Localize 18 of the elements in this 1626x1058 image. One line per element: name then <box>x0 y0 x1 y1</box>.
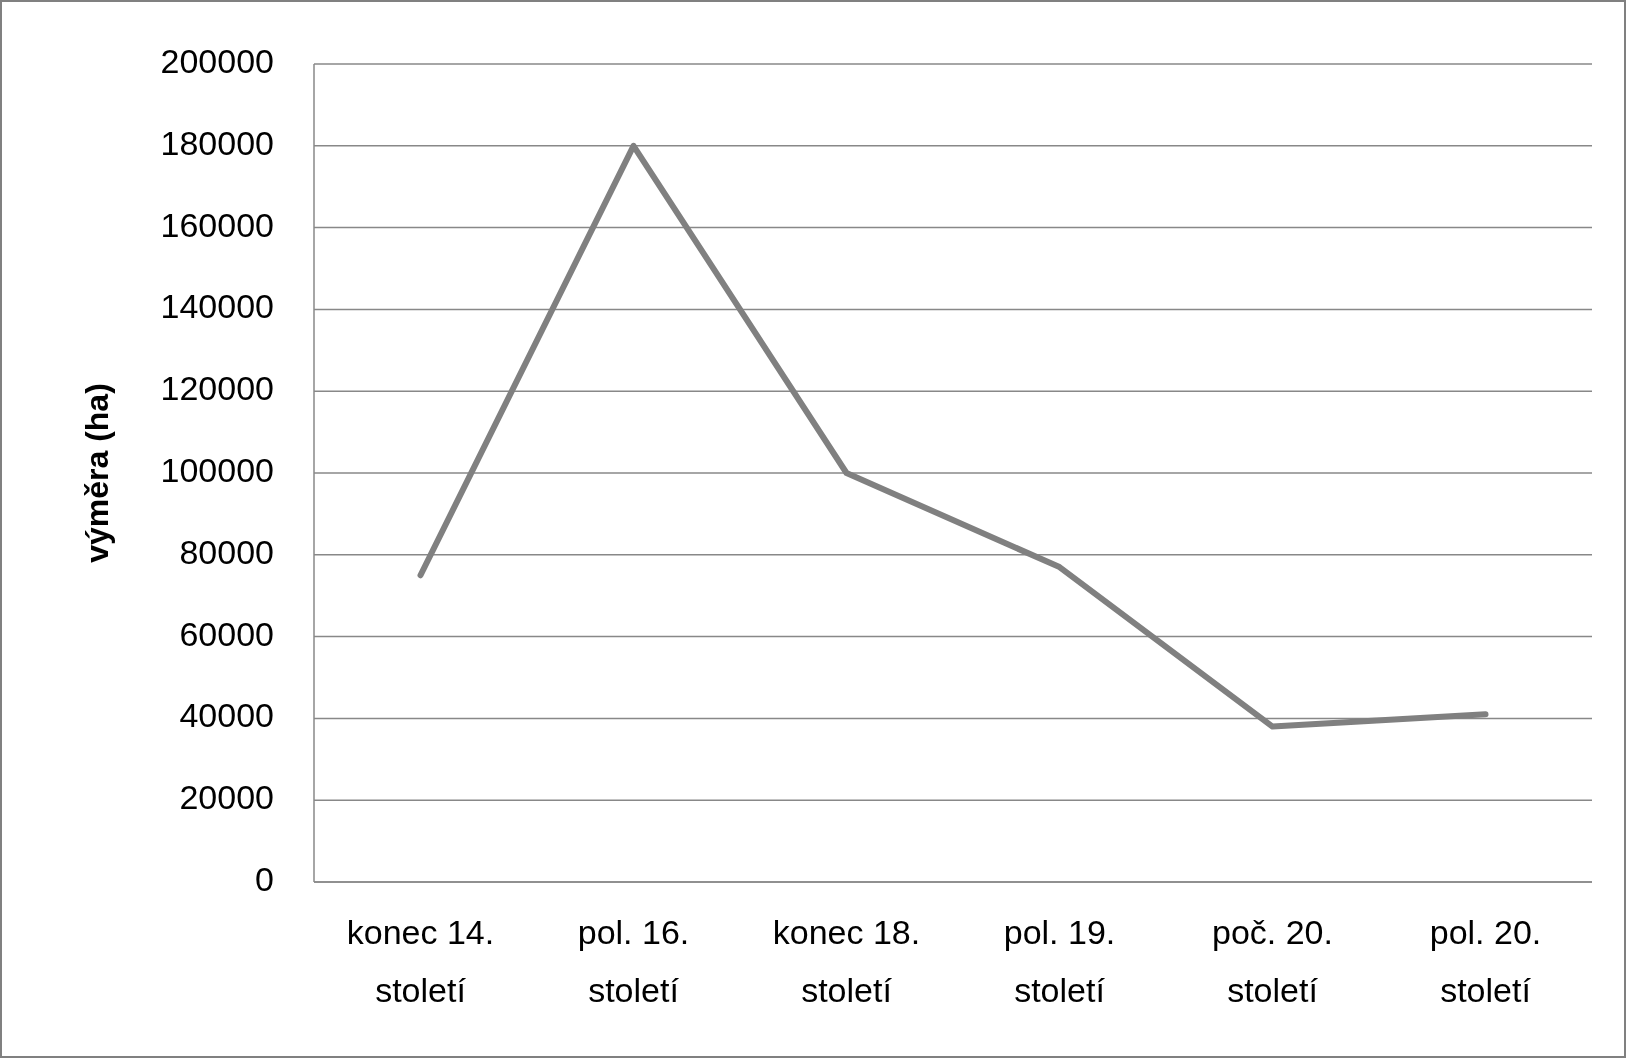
y-tick-label: 200000 <box>160 41 274 80</box>
y-tick-label: 40000 <box>179 696 274 735</box>
y-tick-label: 180000 <box>160 123 274 162</box>
x-tick-label: pol. 19. století <box>1003 913 1116 1009</box>
y-tick-label: 20000 <box>179 778 274 817</box>
x-tick-label: poč. 20. století <box>1212 913 1333 1009</box>
x-tick-label: pol. 16. století <box>577 913 690 1009</box>
y-tick-label: 100000 <box>160 450 274 489</box>
y-tick-label: 80000 <box>179 532 274 571</box>
y-tick-label: 140000 <box>160 287 274 326</box>
y-tick-label: 160000 <box>160 205 274 244</box>
y-axis-title: výměra (ha) <box>79 383 115 563</box>
y-tick-label: 60000 <box>179 614 274 653</box>
x-tick-label: konec 14. století <box>346 913 495 1009</box>
y-tick-label: 120000 <box>160 369 274 408</box>
y-tick-label: 0 <box>255 859 274 898</box>
x-tick-label: pol. 20. století <box>1429 913 1542 1009</box>
x-tick-label: konec 18. století <box>772 913 921 1009</box>
